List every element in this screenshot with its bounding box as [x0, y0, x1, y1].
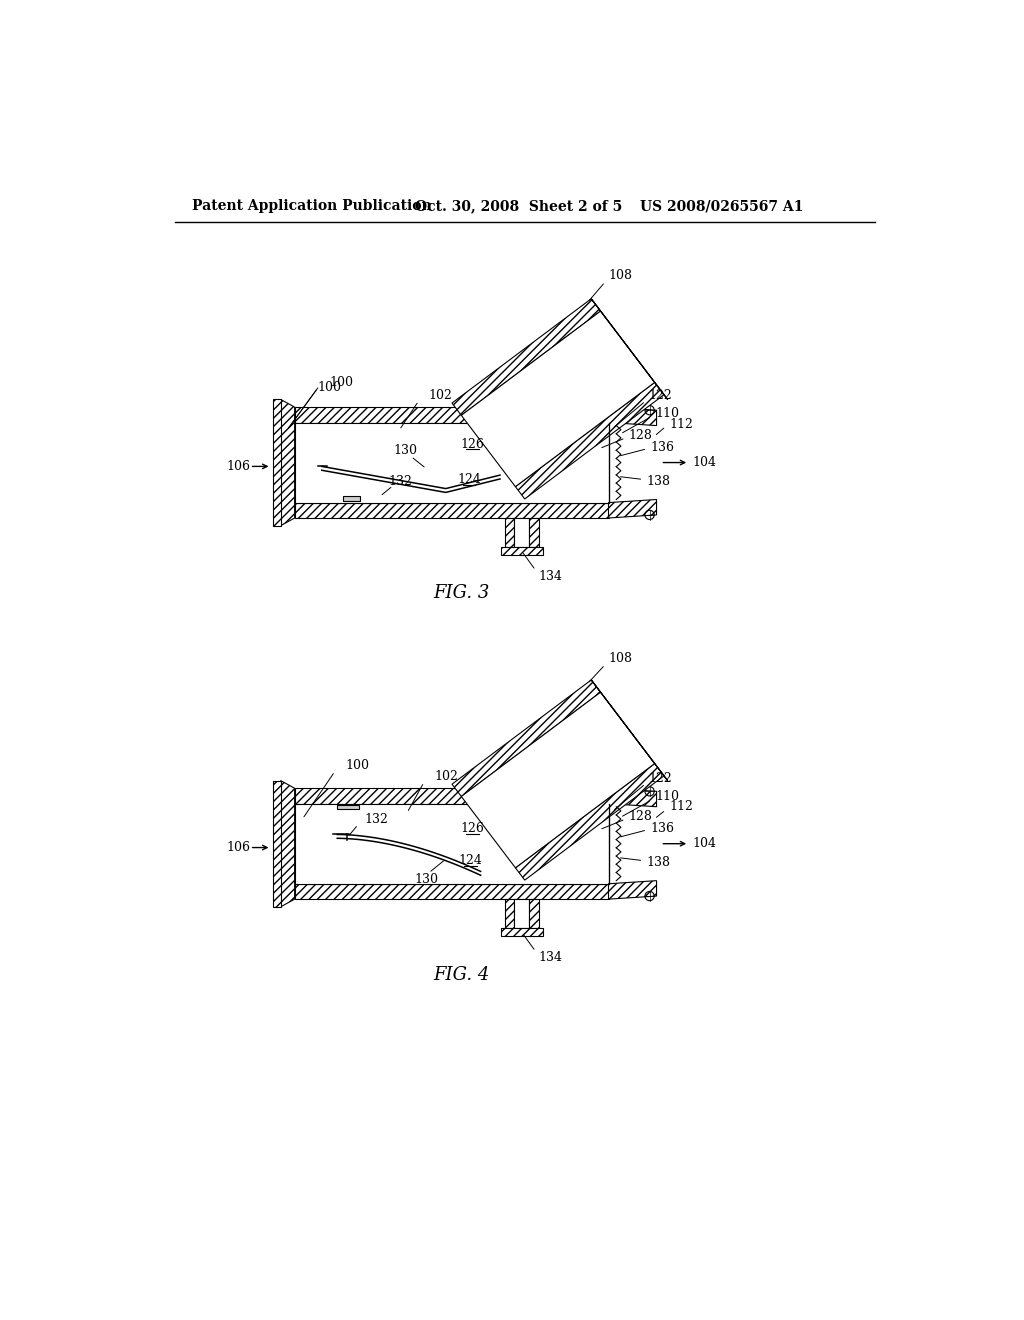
Text: 112: 112 — [669, 800, 693, 813]
Polygon shape — [514, 899, 529, 928]
Text: 128: 128 — [629, 810, 652, 824]
Text: 138: 138 — [646, 855, 671, 869]
Text: 122: 122 — [649, 389, 673, 403]
Polygon shape — [515, 763, 664, 880]
Text: FIG. 4: FIG. 4 — [433, 966, 489, 983]
Text: 108: 108 — [608, 269, 632, 282]
Polygon shape — [462, 692, 654, 867]
Text: 104: 104 — [692, 837, 716, 850]
Polygon shape — [295, 788, 608, 804]
Text: 110: 110 — [655, 791, 679, 804]
Polygon shape — [608, 407, 656, 425]
Text: FIG. 3: FIG. 3 — [433, 585, 489, 602]
Text: 136: 136 — [650, 441, 675, 454]
Text: 136: 136 — [650, 822, 675, 834]
Text: 100: 100 — [317, 381, 342, 395]
Polygon shape — [529, 899, 539, 928]
Polygon shape — [462, 312, 654, 487]
Text: 110: 110 — [655, 407, 679, 420]
Text: 122: 122 — [649, 772, 673, 785]
Bar — [343, 496, 359, 502]
Bar — [337, 805, 359, 809]
Text: 124: 124 — [457, 473, 481, 486]
Text: 130: 130 — [393, 445, 418, 458]
Polygon shape — [452, 680, 601, 796]
Polygon shape — [529, 517, 539, 548]
Polygon shape — [591, 298, 668, 400]
Text: 102: 102 — [434, 770, 458, 783]
Text: 108: 108 — [608, 652, 632, 665]
Text: 132: 132 — [389, 474, 413, 487]
Text: 100: 100 — [345, 759, 369, 772]
Polygon shape — [295, 407, 608, 422]
Polygon shape — [591, 680, 668, 780]
Text: 102: 102 — [429, 389, 453, 403]
Polygon shape — [281, 780, 295, 907]
Text: Oct. 30, 2008  Sheet 2 of 5: Oct. 30, 2008 Sheet 2 of 5 — [415, 199, 622, 213]
Polygon shape — [505, 899, 514, 928]
Polygon shape — [295, 804, 608, 884]
Polygon shape — [295, 422, 608, 503]
Text: 112: 112 — [669, 417, 693, 430]
Polygon shape — [281, 400, 295, 525]
Polygon shape — [501, 548, 543, 554]
Polygon shape — [452, 298, 601, 416]
Polygon shape — [273, 400, 281, 525]
Text: 128: 128 — [629, 429, 652, 442]
Text: 104: 104 — [692, 455, 716, 469]
Text: 130: 130 — [415, 873, 438, 886]
Text: 106: 106 — [227, 459, 251, 473]
Polygon shape — [505, 517, 514, 548]
Text: US 2008/0265567 A1: US 2008/0265567 A1 — [640, 199, 803, 213]
Text: 132: 132 — [365, 813, 388, 825]
Text: 124: 124 — [459, 854, 482, 867]
Polygon shape — [515, 383, 664, 499]
Polygon shape — [501, 928, 543, 936]
Text: 106: 106 — [227, 841, 251, 854]
Text: 134: 134 — [539, 952, 563, 964]
Text: 138: 138 — [646, 474, 671, 487]
Polygon shape — [608, 788, 656, 807]
Polygon shape — [608, 880, 656, 899]
Text: Patent Application Publication: Patent Application Publication — [191, 199, 431, 213]
Polygon shape — [514, 517, 529, 548]
Text: 126: 126 — [461, 437, 484, 450]
Text: 100: 100 — [330, 376, 353, 389]
Text: 126: 126 — [461, 822, 484, 834]
Polygon shape — [295, 503, 608, 517]
Polygon shape — [608, 499, 656, 517]
Polygon shape — [273, 780, 281, 907]
Text: 134: 134 — [539, 570, 563, 583]
Polygon shape — [295, 884, 608, 899]
